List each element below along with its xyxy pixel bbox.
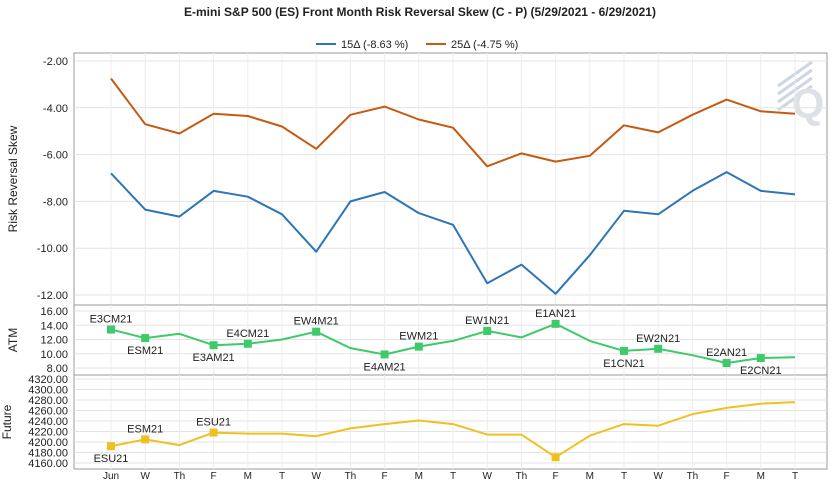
panel-atm: 16.00 14.00 12.00 10.00 8.00 ATM E3CM21 ESM21 E3… — [6, 304, 828, 377]
annotation-label: E2CN21 — [740, 365, 782, 377]
y-tick-label: 4180.00 — [28, 448, 68, 460]
y-tick-label: 8.00 — [47, 363, 68, 375]
panel-skew: -2.00 -4.00 -6.00 -8.00 -10.00 -12.00 Risk Rev… — [6, 52, 828, 306]
y-tick-label: 4260.00 — [28, 406, 68, 418]
annotation-label: E1AN21 — [535, 308, 576, 320]
y-tick-label: 4160.00 — [28, 458, 68, 470]
data-point-marker — [380, 350, 389, 359]
annotation-label: EWM21 — [399, 331, 438, 343]
annotation-label: ESM21 — [127, 423, 163, 435]
y-tick-label: -10.00 — [37, 243, 68, 255]
x-tick-label: Th — [516, 471, 528, 482]
y-tick-label: -12.00 — [37, 290, 68, 302]
x-tick-label: W — [140, 471, 150, 482]
data-point-marker — [551, 319, 560, 328]
y-tick-label: 4280.00 — [28, 395, 68, 407]
x-tick-label: T — [792, 471, 798, 482]
y-tick-label: 10.00 — [40, 349, 68, 361]
data-point-marker — [141, 435, 150, 444]
data-point-marker — [107, 325, 115, 334]
x-tick-label: F — [382, 471, 388, 482]
annotation-label: E4AM21 — [363, 361, 405, 373]
x-tick-label: T — [621, 471, 627, 482]
annotation-label: EW1N21 — [465, 315, 509, 327]
y-tick-label: 4240.00 — [28, 416, 68, 428]
annotation-label: ESU21 — [196, 417, 231, 429]
y-tick-label: -8.00 — [43, 196, 68, 208]
series-line-skew-0 — [110, 171, 796, 295]
y-axis-label: Future — [0, 404, 14, 439]
y-tick-label: 4300.00 — [28, 385, 68, 397]
legend-label-25d: 25Δ (-4.75 %) — [451, 39, 518, 51]
annotation-label: E2AN21 — [706, 347, 747, 359]
panel-frame — [73, 374, 828, 470]
data-point-marker — [414, 342, 423, 351]
annotation-label: E4CM21 — [226, 328, 269, 340]
annotation-label: E3CM21 — [90, 314, 133, 326]
series-line-future — [110, 401, 796, 459]
data-point-marker — [722, 359, 731, 368]
annotation-label: EW4M21 — [294, 316, 339, 328]
x-tick-label: T — [450, 471, 456, 482]
data-point-marker — [654, 344, 663, 353]
x-tick-label: Th — [687, 471, 699, 482]
legend: 15Δ (-8.63 %) 25Δ (-4.75 %) — [316, 39, 518, 51]
x-tick-label: Jun — [103, 471, 119, 482]
data-point-marker — [620, 346, 628, 355]
y-tick-label: -2.00 — [43, 56, 68, 68]
x-tick-label: Th — [174, 471, 186, 482]
data-point-marker — [141, 334, 150, 343]
watermark-logo: Q — [777, 60, 825, 127]
annotation-label: E3AM21 — [192, 352, 234, 364]
series-line-atm — [110, 322, 796, 364]
x-tick-label: F — [553, 471, 559, 482]
x-tick-label: M — [757, 471, 765, 482]
y-axis-label: Risk Reversal Skew — [6, 125, 20, 232]
x-tick-label: M — [586, 471, 594, 482]
annotation-label: ESM21 — [127, 345, 163, 357]
series-line-skew-1 — [110, 77, 796, 168]
x-tick-label: F — [724, 471, 730, 482]
x-tick-label: W — [311, 471, 321, 482]
data-point-marker — [243, 339, 252, 348]
y-tick-label: 14.00 — [40, 320, 68, 332]
y-tick-label: 4220.00 — [28, 427, 68, 439]
x-tick-label: T — [279, 471, 285, 482]
watermark-letter: Q — [792, 80, 825, 127]
x-tick-label: Th — [345, 471, 357, 482]
annotation-label: E1CN21 — [603, 358, 645, 370]
data-point-marker — [756, 354, 765, 363]
y-tick-label: 16.00 — [40, 306, 68, 318]
data-point-marker — [483, 326, 492, 335]
y-tick-label: 4200.00 — [28, 437, 68, 449]
x-tick-label: M — [415, 471, 423, 482]
panel-future: 4320.004300.004280.004260.004240.004220.… — [0, 374, 828, 470]
data-point-marker — [209, 428, 218, 437]
x-axis: Jun W Th F M T W Th F M T W Th F M T W Th F M T — [103, 471, 798, 482]
data-point-marker — [312, 327, 321, 336]
legend-label-15d: 15Δ (-8.63 %) — [341, 39, 408, 51]
annotation-label: EW2N21 — [636, 333, 680, 345]
chart-title: E-mini S&P 500 (ES) Front Month Risk Rev… — [184, 5, 656, 19]
data-point-marker — [107, 442, 115, 451]
y-tick-label: -4.00 — [43, 103, 68, 115]
y-axis-label: ATM — [6, 328, 20, 352]
x-tick-label: W — [653, 471, 663, 482]
x-tick-label: W — [482, 471, 492, 482]
y-tick-label: 4320.00 — [28, 374, 68, 386]
x-tick-label: M — [244, 471, 252, 482]
y-tick-label: 12.00 — [40, 335, 68, 347]
y-tick-label: -6.00 — [43, 150, 68, 162]
x-tick-label: F — [211, 471, 217, 482]
annotation-label: ESU21 — [94, 453, 129, 465]
data-point-marker — [551, 453, 560, 462]
data-point-marker — [209, 341, 218, 350]
